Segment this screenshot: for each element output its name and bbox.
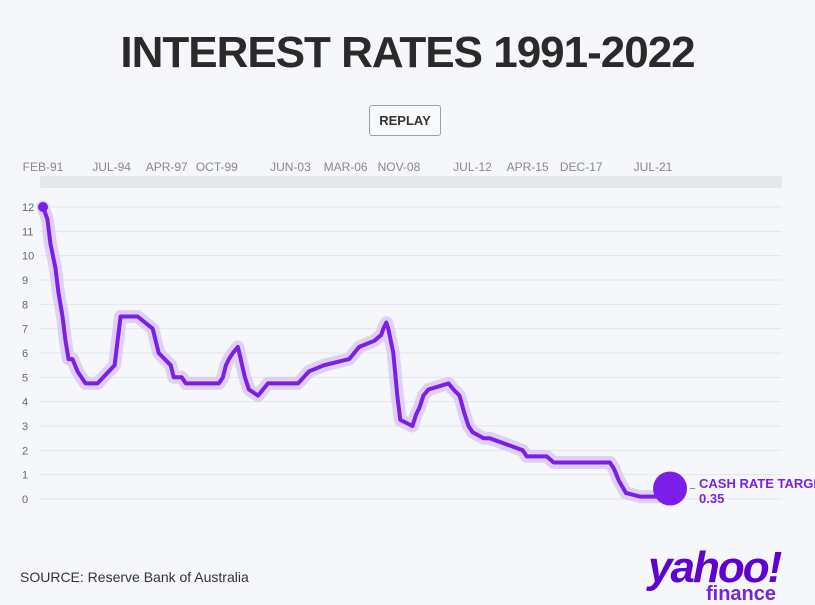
chart-title: INTEREST RATES 1991-2022 bbox=[120, 28, 695, 77]
source-note: SOURCE: Reserve Bank of Australia bbox=[20, 569, 249, 585]
annotation-value: 0.35 bbox=[699, 491, 724, 506]
x-tick-label: JUN-03 bbox=[270, 160, 311, 174]
y-tick-label: 9 bbox=[22, 275, 28, 287]
y-tick-label: 0 bbox=[22, 494, 28, 506]
x-tick-label: DEC-17 bbox=[560, 160, 603, 174]
x-tick-label: JUL-21 bbox=[634, 160, 673, 174]
y-tick-label: 11 bbox=[22, 226, 33, 238]
timeline-bar[interactable] bbox=[40, 176, 782, 188]
y-tick-label: 12 bbox=[22, 202, 34, 214]
x-tick-label: APR-15 bbox=[507, 160, 549, 174]
y-tick-label: 7 bbox=[22, 324, 28, 336]
y-tick-label: 5 bbox=[22, 372, 28, 384]
x-tick-label: NOV-08 bbox=[378, 160, 421, 174]
series-line bbox=[41, 205, 672, 499]
x-axis-ticks: FEB-91 JUL-94 APR-97 OCT-99 JUN-03 MAR-06 NOV-… bbox=[23, 160, 673, 174]
x-tick-label: JUL-94 bbox=[92, 160, 131, 174]
chart-grid bbox=[40, 206, 782, 500]
chart-series bbox=[36, 200, 677, 504]
logo-sub-text: finance bbox=[706, 583, 777, 605]
y-tick-label: 8 bbox=[22, 299, 28, 311]
y-tick-label: 4 bbox=[22, 397, 28, 409]
yahoo-finance-logo: yahoo! finance bbox=[648, 543, 808, 605]
x-tick-label: OCT-99 bbox=[196, 160, 238, 174]
x-tick-label: JUL-12 bbox=[453, 160, 492, 174]
y-tick-label: 10 bbox=[22, 251, 34, 263]
current-rate-marker bbox=[653, 471, 688, 506]
y-tick-label: 6 bbox=[22, 348, 28, 360]
y-tick-label: 2 bbox=[22, 445, 28, 457]
annotation-label: CASH RATE TARGE bbox=[699, 476, 815, 491]
logo-main-text: yahoo! bbox=[648, 543, 782, 592]
y-tick-label: 3 bbox=[22, 421, 28, 433]
y-tick-label: 1 bbox=[22, 470, 28, 482]
x-tick-label: MAR-06 bbox=[324, 160, 368, 174]
series-start-point bbox=[38, 202, 48, 212]
x-tick-label: APR-97 bbox=[146, 160, 188, 174]
replay-button[interactable]: REPLAY bbox=[369, 105, 441, 136]
x-tick-label: FEB-91 bbox=[23, 160, 64, 174]
